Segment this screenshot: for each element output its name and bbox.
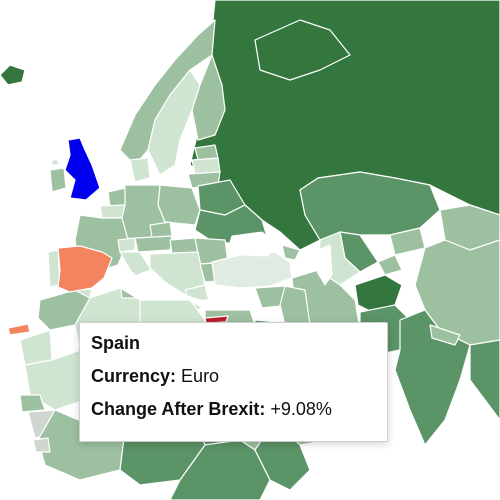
country-tooltip: Spain Currency: Euro Change After Brexit… — [79, 322, 388, 442]
country-svalbard[interactable] — [0, 64, 26, 86]
country-ireland[interactable] — [49, 167, 67, 193]
tooltip-change-label: Change After Brexit: — [91, 399, 266, 419]
tooltip-change-row: Change After Brexit: +9.08% — [91, 399, 387, 419]
country-russia-islands[interactable] — [254, 19, 351, 81]
country-faroe[interactable] — [51, 159, 59, 166]
tooltip-currency-label: Currency: — [91, 366, 177, 386]
tooltip-currency-value: Euro — [181, 366, 220, 386]
mediterranean-sea — [89, 269, 257, 311]
tooltip-country-name: Spain — [91, 333, 141, 353]
country-spain[interactable] — [57, 245, 113, 293]
country-spain-canary-islands[interactable] — [7, 323, 31, 336]
country-myanmar[interactable] — [469, 339, 500, 421]
tooltip-change-value: +9.08% — [270, 399, 332, 419]
country-belgium[interactable] — [99, 204, 126, 219]
country-denmark[interactable] — [129, 157, 151, 183]
tooltip-currency-row: Currency: Euro — [91, 366, 387, 386]
country-united-kingdom[interactable] — [64, 137, 101, 201]
country-iraq[interactable] — [279, 285, 311, 326]
country-latvia[interactable] — [191, 157, 221, 175]
country-nepal[interactable] — [429, 324, 461, 346]
caspian-sea — [315, 244, 333, 286]
country-switzerland[interactable] — [117, 237, 136, 253]
country-senegal[interactable] — [19, 394, 46, 413]
country-liberia[interactable] — [32, 437, 51, 453]
country-austria[interactable] — [134, 235, 173, 253]
country-tajikistan[interactable] — [377, 254, 403, 276]
black-sea — [227, 231, 279, 257]
country-georgia[interactable] — [281, 244, 301, 261]
country-finland[interactable] — [191, 54, 226, 141]
